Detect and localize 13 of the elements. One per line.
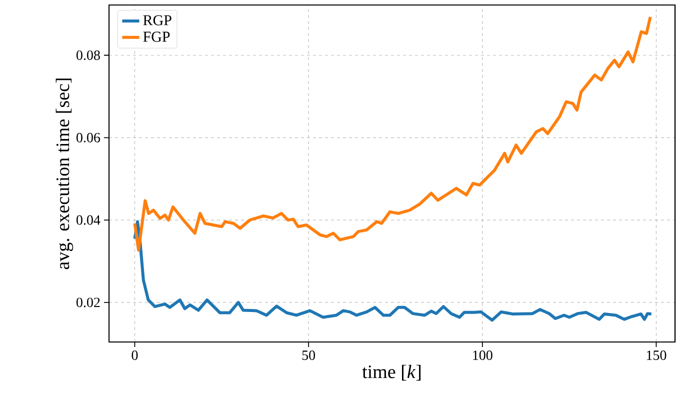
y-tick-label: 0.04 [76, 215, 100, 225]
x-axis-title: time [k] [362, 364, 421, 381]
y-axis-title: avg. execution time [sec] [56, 78, 74, 270]
x-tick-label: 0 [132, 350, 138, 360]
y-tick-label: 0.06 [76, 132, 100, 142]
x-tick-label: 100 [473, 350, 492, 360]
legend-label: RGP [143, 15, 172, 26]
y-tick-label: 0.02 [76, 298, 100, 308]
x-tick-label: 50 [302, 350, 316, 360]
line-series [133, 220, 653, 322]
x-tick-label: 150 [646, 350, 666, 360]
legend-label: FGP [143, 32, 170, 42]
y-tick-label: 0.08 [76, 50, 100, 60]
